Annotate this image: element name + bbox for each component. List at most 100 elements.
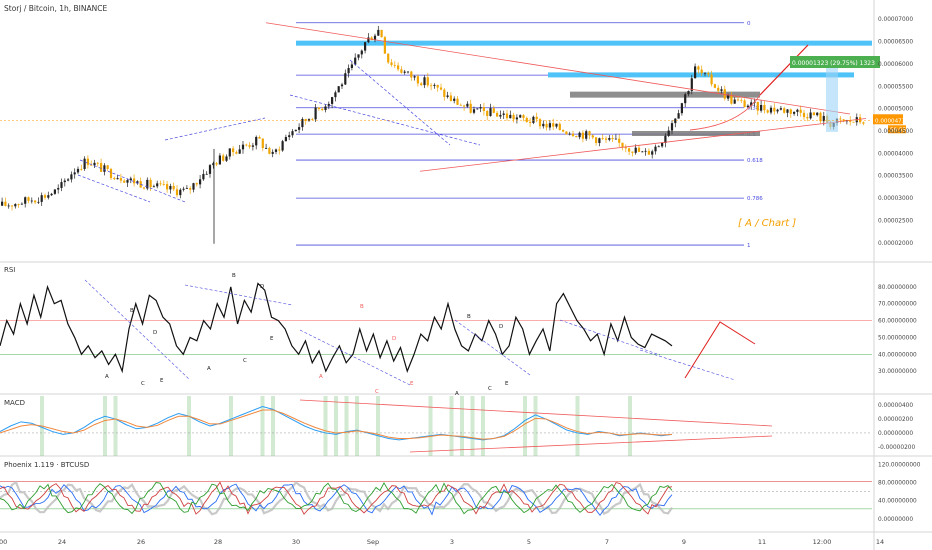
price-axis-label: 0.00007000 — [878, 17, 913, 23]
candle-body — [298, 127, 301, 130]
rsi-axis-label: 70.00000000 — [878, 302, 917, 308]
last-price: 0.00004734 — [875, 118, 909, 124]
candle-body — [123, 180, 126, 183]
wave-label: B — [232, 273, 236, 279]
candle-body — [301, 118, 304, 128]
wave-label: E — [270, 336, 274, 342]
candle-body — [598, 138, 601, 143]
candle-body — [274, 149, 278, 152]
candle-body — [624, 147, 627, 149]
wave-label: D — [153, 330, 157, 336]
candle-body — [743, 100, 746, 108]
wave-label: C — [488, 386, 492, 392]
phoenix-axis-label: 0.00000000 — [878, 517, 913, 523]
candle-body — [334, 92, 337, 98]
candle-body — [515, 117, 518, 120]
candle-body — [53, 189, 56, 194]
candle-body — [443, 89, 446, 97]
candle-body — [756, 101, 759, 111]
macd-highlight — [344, 396, 349, 456]
candle-body — [232, 148, 235, 153]
macd-highlight — [575, 396, 580, 456]
x-tick-label: 30 — [292, 538, 300, 546]
candle-body — [331, 97, 334, 104]
candle-body — [608, 138, 611, 140]
candle-body — [83, 158, 86, 169]
candle-body — [142, 187, 146, 189]
candle-body — [684, 94, 687, 104]
candle-body — [116, 178, 119, 180]
candle-body — [466, 103, 469, 107]
candle-body — [525, 117, 528, 122]
phoenix-line — [0, 482, 673, 515]
candle-body — [776, 109, 779, 112]
candle-body — [357, 54, 360, 58]
phoenix-axis-label: 80.00000000 — [878, 480, 917, 486]
rsi-channel-line — [639, 349, 736, 381]
channel-line — [77, 174, 151, 203]
candle-body — [387, 53, 390, 63]
candle-body — [321, 108, 324, 111]
candle-body — [133, 178, 136, 184]
candle-body — [195, 183, 198, 185]
candle-body — [202, 173, 205, 180]
candle-body — [611, 138, 614, 140]
candle-body — [324, 106, 327, 111]
candle-body — [377, 29, 380, 36]
candle-body — [294, 129, 297, 132]
candle-body — [601, 138, 604, 140]
candle-body — [360, 50, 363, 55]
candle-body — [7, 205, 10, 207]
candle-body — [793, 111, 796, 114]
candle-body — [502, 113, 505, 115]
candle-body — [565, 131, 568, 135]
rsi-axis-label: 80.00000000 — [878, 285, 917, 291]
rsi-line — [0, 282, 673, 374]
candle-body — [690, 78, 693, 92]
macd-highlight — [113, 396, 118, 456]
wave-label: C — [243, 358, 247, 364]
last-price-tag — [873, 114, 903, 125]
candle-body — [248, 145, 251, 147]
candle-body — [420, 83, 423, 86]
candle-body — [397, 65, 400, 70]
candle-body — [423, 77, 426, 86]
candle-body — [637, 147, 641, 152]
macd-highlight — [470, 396, 475, 456]
fib-level-label: 0.618 — [747, 158, 763, 164]
candle-body — [519, 115, 522, 118]
candle-body — [149, 179, 152, 188]
candle-body — [43, 195, 47, 198]
macd-highlight — [449, 396, 454, 456]
price-axis-label: 0.00005000 — [878, 107, 913, 113]
candle-body — [710, 74, 713, 85]
candle-body — [736, 99, 740, 101]
macd-highlight — [334, 396, 338, 456]
candle-body — [129, 178, 132, 181]
macd-highlight — [628, 396, 632, 456]
candle-body — [347, 67, 350, 74]
candle-body — [34, 200, 37, 203]
candle-body — [439, 87, 443, 90]
macd-highlight — [260, 396, 265, 456]
candle-body — [700, 69, 703, 74]
candle-body — [750, 102, 753, 106]
phoenix-line — [0, 483, 673, 517]
candle-body — [400, 69, 403, 73]
macd-highlight — [376, 396, 380, 456]
wave-label: D — [260, 284, 264, 290]
price-axis-label: 0.00005500 — [878, 84, 913, 90]
macd-highlight — [355, 396, 359, 456]
candle-body — [581, 132, 584, 139]
target-range — [826, 67, 838, 132]
rsi-channel-line — [84, 279, 191, 381]
candle-body — [472, 109, 476, 113]
candle-body — [456, 98, 459, 105]
macd-highlight — [187, 396, 191, 456]
candle-body — [63, 180, 66, 183]
candle-body — [208, 165, 212, 174]
supply-box — [570, 91, 760, 98]
candle-body — [769, 107, 773, 113]
candle-body — [822, 115, 825, 122]
